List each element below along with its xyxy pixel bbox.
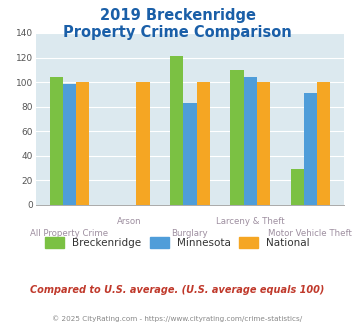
Text: © 2025 CityRating.com - https://www.cityrating.com/crime-statistics/: © 2025 CityRating.com - https://www.city… (53, 315, 302, 322)
Bar (317, 82, 330, 205)
Text: Property Crime Comparison: Property Crime Comparison (63, 25, 292, 40)
Legend: Breckenridge, Minnesota, National: Breckenridge, Minnesota, National (41, 233, 314, 252)
Bar (63, 84, 76, 205)
Bar (257, 82, 270, 205)
Bar (197, 82, 210, 205)
Bar (244, 77, 257, 205)
Text: 2019 Breckenridge: 2019 Breckenridge (99, 8, 256, 23)
Text: Arson: Arson (118, 216, 142, 226)
Text: Larceny & Theft: Larceny & Theft (216, 216, 284, 226)
Bar (136, 82, 149, 205)
Bar (230, 70, 244, 205)
Bar (183, 103, 197, 205)
Bar (290, 169, 304, 205)
Bar (76, 82, 89, 205)
Text: Motor Vehicle Theft: Motor Vehicle Theft (268, 229, 353, 238)
Bar (50, 77, 63, 205)
Text: All Property Crime: All Property Crime (31, 229, 109, 238)
Bar (304, 93, 317, 205)
Text: Compared to U.S. average. (U.S. average equals 100): Compared to U.S. average. (U.S. average … (30, 285, 325, 295)
Text: Burglary: Burglary (171, 229, 208, 238)
Bar (170, 56, 183, 205)
